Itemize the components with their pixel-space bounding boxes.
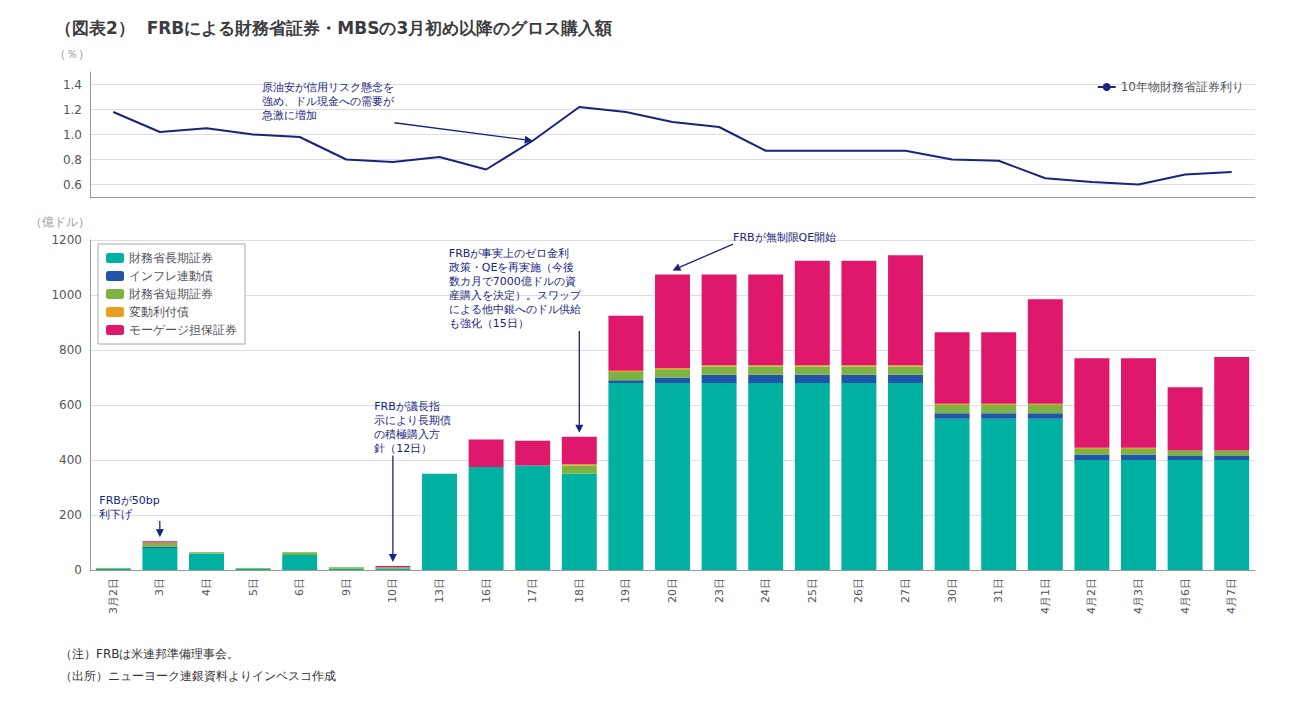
svg-text:（注）FRBは米連邦準備理事会。: （注）FRBは米連邦準備理事会。 [60, 647, 239, 661]
svg-text:強め、ドル現金への需要が: 強め、ドル現金への需要が [262, 95, 395, 108]
svg-text:（図表2） FRBによる財務省証券・MBSの3月初め以降の: （図表2） FRBによる財務省証券・MBSの3月初め以降のグロス購入額 [55, 18, 612, 38]
svg-text:針（12日）: 針（12日） [374, 442, 432, 455]
svg-text:産購入を決定）。スワップ: 産購入を決定）。スワップ [449, 289, 582, 302]
svg-text:財務省長期証券: 財務省長期証券 [129, 251, 213, 265]
svg-text:20日: 20日 [666, 578, 679, 603]
svg-text:（出所）ニューヨーク連銀資料よりインベスコ作成: （出所）ニューヨーク連銀資料よりインベスコ作成 [60, 669, 336, 683]
svg-text:16日: 16日 [480, 578, 493, 603]
svg-text:4月1日: 4月1日 [1039, 578, 1052, 614]
svg-text:1.2: 1.2 [63, 103, 82, 117]
svg-text:17日: 17日 [526, 578, 539, 603]
svg-text:25日: 25日 [806, 578, 819, 603]
svg-text:10年物財務省証券利り: 10年物財務省証券利り [1121, 80, 1244, 94]
svg-text:による他中銀へのドル供給: による他中銀へのドル供給 [449, 303, 581, 316]
svg-text:も強化（15日）: も強化（15日） [449, 317, 529, 330]
svg-text:4月3日: 4月3日 [1132, 578, 1145, 614]
svg-text:4月6日: 4月6日 [1179, 578, 1192, 614]
svg-text:26日: 26日 [852, 578, 865, 603]
svg-text:示により長期債: 示により長期債 [374, 414, 451, 427]
svg-text:1200: 1200 [51, 233, 82, 247]
svg-text:インフレ連動債: インフレ連動債 [129, 269, 213, 283]
svg-text:200: 200 [59, 508, 82, 522]
svg-text:19日: 19日 [619, 578, 632, 603]
svg-text:5日: 5日 [247, 578, 260, 596]
svg-text:4日: 4日 [200, 578, 213, 596]
svg-text:モーゲージ担保証券: モーゲージ担保証券 [129, 323, 237, 337]
svg-text:FRBが無制限QE開始: FRBが無制限QE開始 [733, 231, 836, 244]
svg-text:利下げ: 利下げ [99, 508, 133, 521]
svg-text:急激に増加: 急激に増加 [261, 109, 317, 122]
svg-text:数カ月で7000億ドルの資: 数カ月で7000億ドルの資 [449, 275, 576, 288]
svg-text:0.8: 0.8 [63, 153, 82, 167]
svg-text:13日: 13日 [433, 578, 446, 603]
svg-text:18日: 18日 [573, 578, 586, 603]
svg-text:政策・QEを再実施（今後: 政策・QEを再実施（今後 [449, 261, 575, 274]
svg-text:800: 800 [59, 343, 82, 357]
svg-text:30日: 30日 [946, 578, 959, 603]
svg-text:23日: 23日 [713, 578, 726, 603]
svg-text:1000: 1000 [51, 288, 82, 302]
svg-text:9日: 9日 [340, 578, 353, 596]
svg-text:6日: 6日 [293, 578, 306, 596]
svg-text:1.4: 1.4 [63, 78, 82, 92]
svg-text:変動利付債: 変動利付債 [129, 305, 189, 319]
svg-text:原油安が信用リスク懸念を: 原油安が信用リスク懸念を [262, 81, 394, 94]
svg-text:4月7日: 4月7日 [1225, 578, 1238, 614]
svg-text:0.6: 0.6 [63, 178, 82, 192]
svg-text:（％）: （％） [54, 47, 90, 61]
svg-text:24日: 24日 [759, 578, 772, 603]
svg-text:3月2日: 3月2日 [107, 578, 120, 614]
svg-text:31日: 31日 [992, 578, 1005, 603]
svg-text:の積極購入方: の積極購入方 [374, 428, 440, 441]
svg-text:600: 600 [59, 398, 82, 412]
svg-text:財務省短期証券: 財務省短期証券 [129, 287, 213, 301]
svg-text:FRBが50bp: FRBが50bp [99, 494, 159, 507]
svg-text:FRBが議長指: FRBが議長指 [374, 400, 440, 413]
svg-text:0: 0 [74, 563, 82, 577]
svg-text:4月2日: 4月2日 [1085, 578, 1098, 614]
svg-text:27日: 27日 [899, 578, 912, 603]
svg-text:1.0: 1.0 [63, 128, 82, 142]
svg-text:400: 400 [59, 453, 82, 467]
svg-text:FRBが事実上のゼロ金利: FRBが事実上のゼロ金利 [449, 247, 570, 260]
svg-text:10日: 10日 [386, 578, 399, 603]
svg-text:3日: 3日 [153, 578, 166, 596]
svg-text:（億ドル）: （億ドル） [30, 215, 90, 229]
